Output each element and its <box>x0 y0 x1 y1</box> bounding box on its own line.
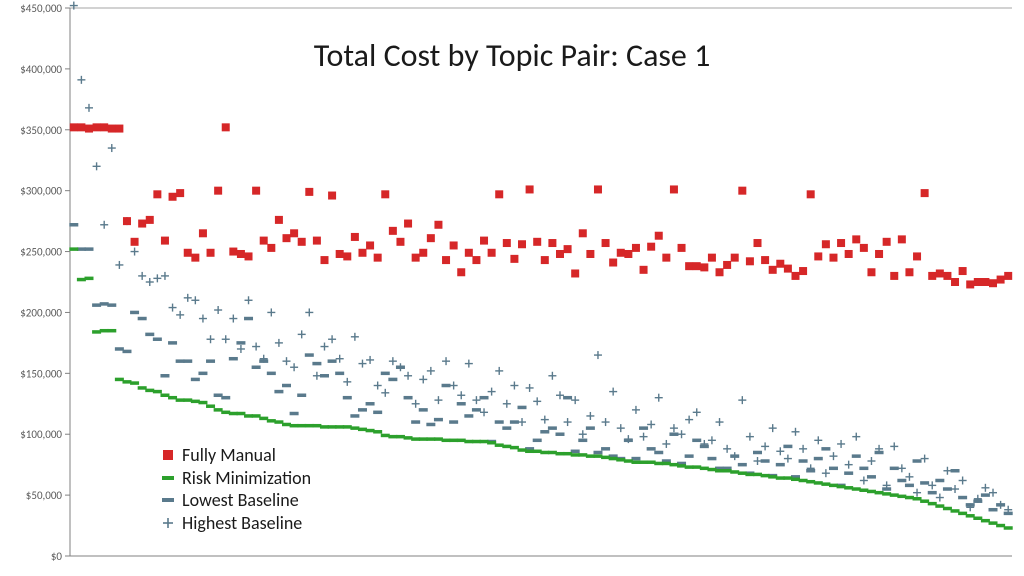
risk_min-swatch <box>160 471 174 485</box>
legend: Fully ManualRisk MinimizationLowest Base… <box>160 444 311 534</box>
legend-item-lowest_base: Lowest Baseline <box>160 489 311 512</box>
y-tick-label: $100,000 <box>20 428 62 441</box>
y-tick-label: $50,000 <box>26 489 63 502</box>
y-tick-label: $250,000 <box>20 246 62 259</box>
y-tick-label: $450,000 <box>20 2 62 15</box>
chart-container: Total Cost by Topic Pair: Case 1 $0 $50,0… <box>0 0 1024 576</box>
fully_manual-swatch <box>160 448 174 462</box>
legend-label: Highest Baseline <box>182 512 302 535</box>
y-tick-label: $200,000 <box>20 306 62 319</box>
legend-item-risk_min: Risk Minimization <box>160 467 311 490</box>
series-fully_manual <box>70 123 1012 288</box>
chart-title: Total Cost by Topic Pair: Case 1 <box>0 36 1024 75</box>
legend-label: Lowest Baseline <box>182 489 299 512</box>
legend-label: Risk Minimization <box>182 467 311 490</box>
legend-item-fully_manual: Fully Manual <box>160 444 311 467</box>
y-tick-label: $0 <box>51 550 63 563</box>
scatter-plot: $0 $50,000 $100,000 $150,000 $200,000 $250,00… <box>0 0 1024 576</box>
lowest_base-swatch <box>160 493 174 507</box>
y-tick-label: $150,000 <box>20 367 62 380</box>
highest_base-swatch <box>160 516 174 530</box>
y-tick-label: $300,000 <box>20 185 62 198</box>
legend-item-highest_base: Highest Baseline <box>160 512 311 535</box>
legend-label: Fully Manual <box>182 444 276 467</box>
y-tick-label: $350,000 <box>20 124 62 137</box>
